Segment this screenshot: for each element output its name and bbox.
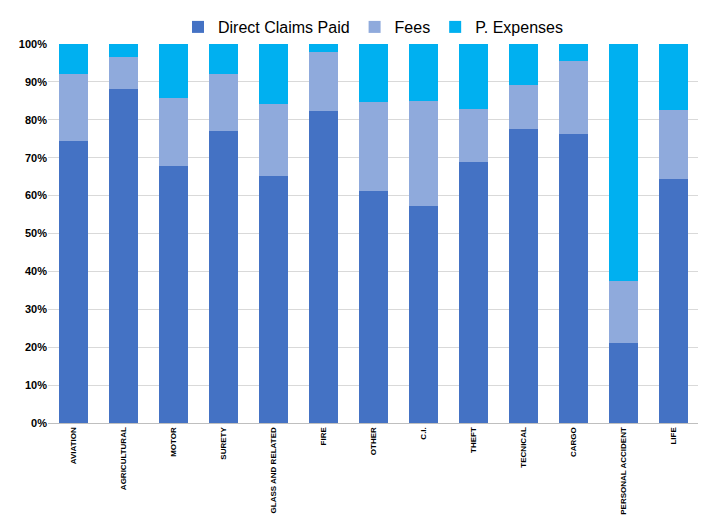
svg-text:LIFE: LIFE xyxy=(669,427,678,445)
svg-text:OTHER: OTHER xyxy=(369,427,378,455)
svg-text:40%: 40% xyxy=(25,265,47,277)
svg-text:50%: 50% xyxy=(25,227,47,239)
svg-text:30%: 30% xyxy=(25,303,47,315)
svg-text:Direct Claims Paid: Direct Claims Paid xyxy=(218,19,350,36)
svg-text:FIRE: FIRE xyxy=(319,427,328,446)
svg-text:10%: 10% xyxy=(25,379,47,391)
svg-text:C.I.: C.I. xyxy=(419,427,428,439)
svg-text:100%: 100% xyxy=(19,38,47,50)
svg-text:AVIATION: AVIATION xyxy=(69,427,78,464)
svg-text:CARGO: CARGO xyxy=(569,427,578,457)
svg-text:MOTOR: MOTOR xyxy=(169,427,178,457)
svg-text:AGRICULTURAL: AGRICULTURAL xyxy=(119,427,128,490)
svg-text:60%: 60% xyxy=(25,189,47,201)
svg-text:SURETY: SURETY xyxy=(219,427,228,460)
svg-text:THEFT: THEFT xyxy=(469,427,478,453)
svg-text:80%: 80% xyxy=(25,114,47,126)
svg-text:TECNICAL: TECNICAL xyxy=(519,427,528,468)
svg-text:PERSONAL ACCIDENT: PERSONAL ACCIDENT xyxy=(619,427,628,515)
svg-text:GLASS AND RELATED: GLASS AND RELATED xyxy=(269,427,278,513)
svg-text:P. Expenses: P. Expenses xyxy=(475,19,563,36)
svg-text:70%: 70% xyxy=(25,152,47,164)
svg-text:20%: 20% xyxy=(25,341,47,353)
svg-text:Fees: Fees xyxy=(395,19,431,36)
svg-text:0%: 0% xyxy=(31,417,47,429)
svg-text:90%: 90% xyxy=(25,76,47,88)
